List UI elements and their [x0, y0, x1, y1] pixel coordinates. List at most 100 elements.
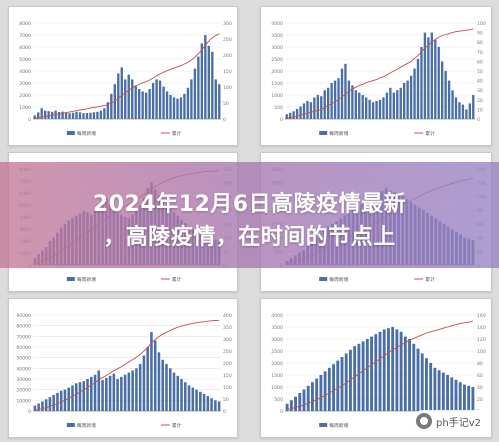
- bar: [211, 51, 214, 119]
- watermark-text: ph手记v2: [436, 417, 481, 429]
- left-tick-label: 2000: [271, 69, 283, 75]
- bar: [413, 68, 416, 119]
- bar: [37, 403, 40, 411]
- bar: [315, 378, 319, 411]
- bar: [294, 396, 297, 411]
- bar: [82, 381, 86, 411]
- right-tick-label: 20: [477, 397, 483, 403]
- bar: [135, 368, 138, 411]
- left-tick-label: 2000: [19, 93, 31, 99]
- left-tick-label: 3000: [19, 81, 31, 87]
- bar: [78, 382, 82, 411]
- bar: [210, 398, 213, 411]
- left-tick-label: 500: [274, 397, 283, 403]
- bar: [465, 109, 468, 119]
- bar: [454, 97, 458, 119]
- bar: [409, 75, 413, 119]
- bar: [323, 371, 327, 411]
- right-tick-label: 140: [477, 325, 486, 331]
- bar: [52, 395, 55, 411]
- bar: [361, 341, 365, 411]
- bar: [458, 382, 462, 411]
- bar: [90, 376, 93, 411]
- bar: [332, 364, 335, 411]
- bar: [429, 363, 433, 411]
- bar: [441, 61, 444, 119]
- bar: [89, 112, 92, 119]
- bar: [108, 375, 112, 411]
- bar: [142, 355, 146, 411]
- bar: [358, 92, 361, 119]
- bar: [365, 97, 368, 119]
- right-tick-label: 10: [477, 107, 483, 113]
- bar: [354, 90, 357, 119]
- bar: [340, 357, 344, 411]
- bar: [48, 397, 52, 411]
- bar: [127, 372, 131, 411]
- bar: [378, 331, 382, 411]
- bar: [207, 45, 210, 119]
- chart-panel-5: 90000 80000 70000 60000 50000 40000 30000 20000…: [8, 298, 238, 438]
- bar: [120, 376, 123, 411]
- right-tick-label: 200: [223, 361, 232, 367]
- bar: [420, 353, 424, 411]
- bar: [302, 103, 306, 119]
- bar: [57, 112, 61, 119]
- bar: [134, 85, 137, 119]
- bar: [110, 93, 113, 119]
- legend-swatch-bar: [319, 423, 328, 427]
- bar: [75, 111, 78, 119]
- bar: [412, 343, 416, 411]
- bar: [468, 103, 471, 119]
- bar: [337, 78, 340, 119]
- bar: [403, 336, 407, 411]
- bar: [434, 39, 437, 119]
- bar: [446, 375, 449, 411]
- legend-swatch-bar: [66, 277, 75, 281]
- right-tick-label: 100: [223, 385, 232, 391]
- right-tick-label: 30: [477, 88, 483, 94]
- right-tick-label: 150: [223, 373, 232, 379]
- bar: [389, 87, 392, 119]
- bar: [327, 367, 331, 411]
- legend-label: 累计: [172, 276, 182, 283]
- right-tick-label: 40: [477, 385, 483, 391]
- bar: [309, 102, 313, 119]
- bar: [71, 385, 74, 411]
- bar: [172, 97, 176, 119]
- right-tick-label: 350: [223, 325, 232, 331]
- bar: [458, 102, 461, 119]
- legend-swatch-bar: [66, 131, 75, 135]
- bar: [197, 56, 200, 119]
- bar: [467, 385, 471, 411]
- left-tick-label: 3500: [271, 33, 283, 39]
- bar: [116, 379, 119, 411]
- left-tick-label: 90000: [16, 313, 31, 319]
- bar: [180, 379, 183, 411]
- legend-label: 累计: [172, 422, 182, 429]
- bar: [382, 329, 386, 411]
- bar: [340, 68, 344, 119]
- bar: [427, 37, 430, 119]
- bar: [316, 95, 319, 119]
- bar: [392, 92, 395, 119]
- bar: [124, 79, 127, 119]
- bar: [447, 80, 451, 119]
- bar: [176, 98, 179, 119]
- bar: [165, 91, 169, 119]
- left-tick-label: 4000: [271, 21, 283, 27]
- bar: [59, 390, 63, 411]
- wechat-icon: [416, 413, 433, 429]
- bar: [44, 399, 48, 411]
- right-tick-label: 100: [477, 21, 486, 27]
- bar: [330, 83, 333, 119]
- bar: [463, 384, 466, 411]
- bar: [416, 59, 420, 119]
- legend-label: 每周新增: [77, 422, 96, 429]
- legend-label: 每周新增: [329, 276, 348, 283]
- left-tick-label: 8000: [19, 21, 31, 27]
- bar: [162, 86, 165, 119]
- bar: [206, 396, 210, 411]
- bar: [183, 93, 186, 119]
- legend-label: 每周新增: [329, 130, 348, 137]
